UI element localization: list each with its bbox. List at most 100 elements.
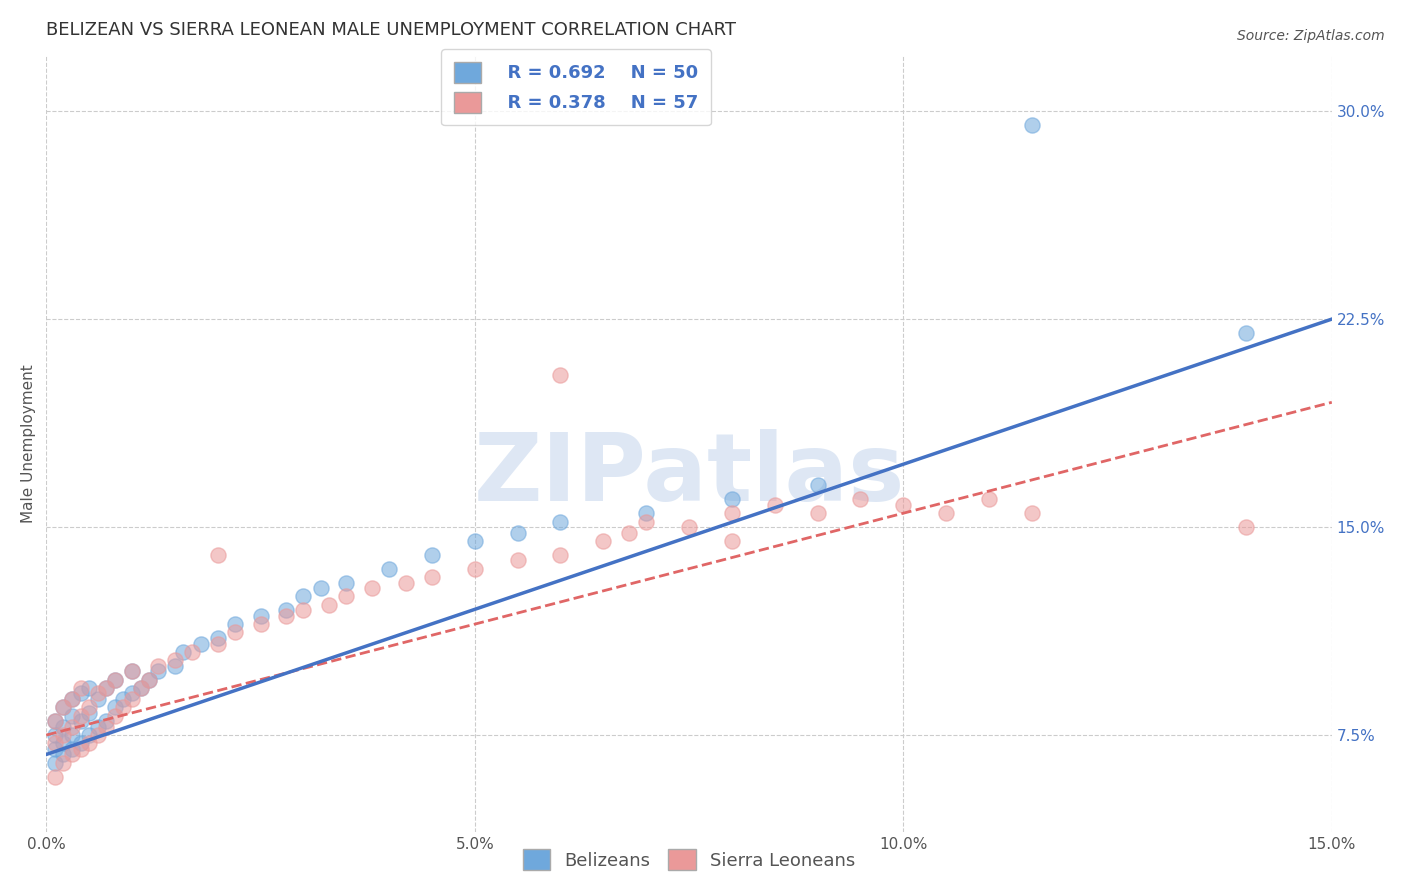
- Point: [96, 681, 118, 695]
- Point: [44, 756, 66, 770]
- Point: [276, 608, 298, 623]
- Point: [60, 692, 83, 706]
- Point: [506, 525, 529, 540]
- Point: [721, 533, 744, 548]
- Point: [121, 686, 143, 700]
- Point: [44, 728, 66, 742]
- Point: [69, 736, 91, 750]
- Point: [181, 645, 204, 659]
- Point: [77, 700, 100, 714]
- Point: [112, 700, 135, 714]
- Point: [112, 692, 135, 706]
- Point: [52, 700, 75, 714]
- Point: [44, 714, 66, 729]
- Point: [60, 728, 83, 742]
- Point: [207, 548, 229, 562]
- Point: [224, 617, 246, 632]
- Point: [69, 708, 91, 723]
- Point: [806, 478, 828, 492]
- Point: [395, 575, 418, 590]
- Point: [146, 665, 169, 679]
- Point: [104, 673, 127, 687]
- Text: BELIZEAN VS SIERRA LEONEAN MALE UNEMPLOYMENT CORRELATION CHART: BELIZEAN VS SIERRA LEONEAN MALE UNEMPLOY…: [46, 21, 737, 39]
- Point: [163, 653, 186, 667]
- Point: [318, 598, 340, 612]
- Text: ZIPatlas: ZIPatlas: [474, 429, 904, 521]
- Point: [207, 636, 229, 650]
- Point: [104, 700, 127, 714]
- Point: [60, 708, 83, 723]
- Point: [121, 665, 143, 679]
- Point: [77, 728, 100, 742]
- Point: [138, 673, 160, 687]
- Point: [207, 631, 229, 645]
- Point: [550, 548, 572, 562]
- Point: [52, 728, 75, 742]
- Point: [69, 714, 91, 729]
- Text: Source: ZipAtlas.com: Source: ZipAtlas.com: [1237, 29, 1385, 43]
- Point: [276, 603, 298, 617]
- Point: [104, 673, 127, 687]
- Point: [249, 617, 271, 632]
- Point: [678, 520, 700, 534]
- Point: [292, 590, 315, 604]
- Point: [96, 714, 118, 729]
- Point: [172, 645, 194, 659]
- Point: [636, 515, 658, 529]
- Legend: Belizeans, Sierra Leoneans: Belizeans, Sierra Leoneans: [516, 842, 862, 878]
- Point: [77, 681, 100, 695]
- Point: [86, 728, 108, 742]
- Point: [52, 700, 75, 714]
- Point: [1021, 118, 1043, 132]
- Point: [52, 720, 75, 734]
- Point: [44, 742, 66, 756]
- Point: [138, 673, 160, 687]
- Point: [52, 747, 75, 762]
- Point: [224, 625, 246, 640]
- Point: [121, 692, 143, 706]
- Point: [86, 692, 108, 706]
- Point: [121, 665, 143, 679]
- Point: [60, 742, 83, 756]
- Point: [849, 492, 872, 507]
- Point: [77, 706, 100, 720]
- Point: [69, 686, 91, 700]
- Point: [935, 506, 957, 520]
- Point: [129, 681, 152, 695]
- Point: [249, 608, 271, 623]
- Point: [335, 575, 357, 590]
- Point: [721, 492, 744, 507]
- Point: [420, 570, 443, 584]
- Point: [69, 742, 91, 756]
- Point: [52, 756, 75, 770]
- Point: [77, 736, 100, 750]
- Y-axis label: Male Unemployment: Male Unemployment: [21, 365, 35, 524]
- Point: [96, 681, 118, 695]
- Point: [721, 506, 744, 520]
- Point: [86, 720, 108, 734]
- Point: [378, 562, 401, 576]
- Point: [104, 708, 127, 723]
- Point: [335, 590, 357, 604]
- Point: [146, 658, 169, 673]
- Point: [763, 498, 786, 512]
- Point: [464, 533, 486, 548]
- Point: [636, 506, 658, 520]
- Point: [464, 562, 486, 576]
- Point: [163, 658, 186, 673]
- Point: [891, 498, 914, 512]
- Point: [550, 515, 572, 529]
- Point: [292, 603, 315, 617]
- Point: [361, 581, 384, 595]
- Point: [60, 747, 83, 762]
- Point: [69, 681, 91, 695]
- Point: [60, 720, 83, 734]
- Point: [592, 533, 614, 548]
- Point: [44, 736, 66, 750]
- Point: [550, 368, 572, 382]
- Point: [806, 506, 828, 520]
- Point: [52, 736, 75, 750]
- Point: [1234, 326, 1257, 340]
- Point: [44, 714, 66, 729]
- Point: [617, 525, 640, 540]
